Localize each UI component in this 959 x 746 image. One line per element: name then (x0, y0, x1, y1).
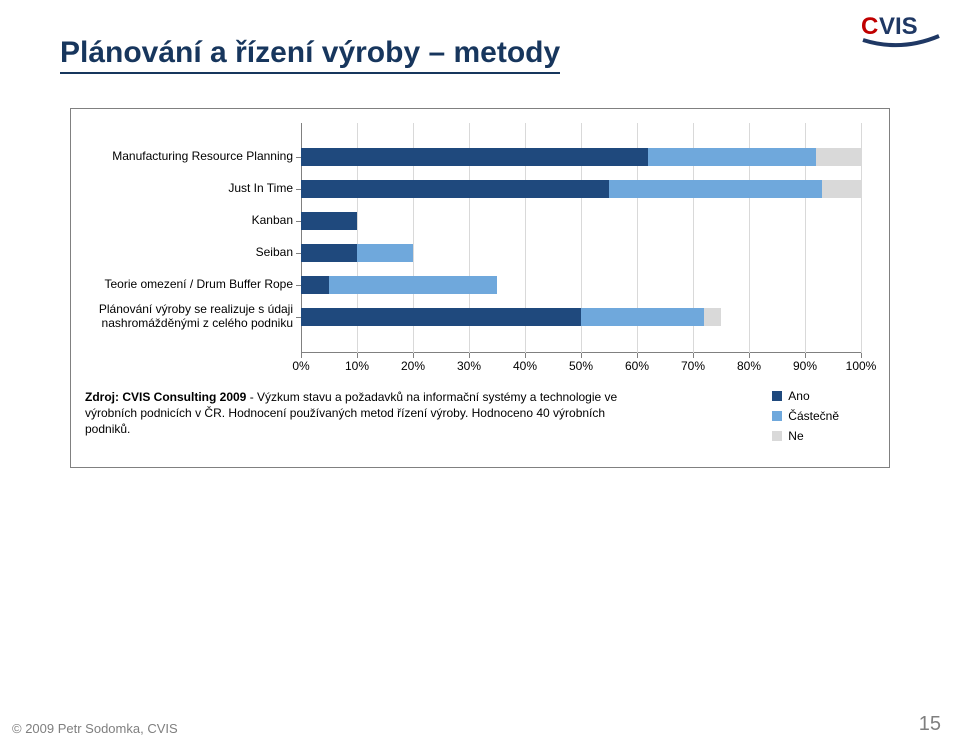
category-row: Teorie omezení / Drum Buffer Rope (301, 269, 861, 301)
category-label: Just In Time (73, 182, 293, 196)
x-axis-label: 70% (681, 359, 705, 373)
logo-letters-vis: VIS (879, 13, 918, 40)
x-axis-label: 80% (737, 359, 761, 373)
x-axis-label: 90% (793, 359, 817, 373)
bar-segment (648, 148, 816, 166)
slide: Plánování a řízení výroby – metody C VIS… (0, 0, 959, 746)
x-tick (693, 353, 694, 358)
x-axis-label: 40% (513, 359, 537, 373)
legend-label: Ano (788, 389, 809, 403)
bar-segment (329, 276, 497, 294)
x-axis-label: 50% (569, 359, 593, 373)
legend-item: Ano (772, 389, 839, 403)
footer-page-number: 15 (919, 713, 941, 736)
x-axis-label: 100% (846, 359, 877, 373)
category-row: Just In Time (301, 173, 861, 205)
category-label: Kanban (73, 214, 293, 228)
cvis-logo: C VIS (861, 10, 941, 50)
bar-segment (704, 308, 721, 326)
x-axis-label: 10% (345, 359, 369, 373)
bar-segment (609, 180, 822, 198)
legend-label: Částečně (788, 409, 839, 423)
category-label: Seiban (73, 246, 293, 260)
bar-segment (301, 148, 648, 166)
logo-letter-c: C (861, 13, 878, 40)
x-tick (525, 353, 526, 358)
category-row: Manufacturing Resource Planning (301, 141, 861, 173)
bar-segment (301, 212, 357, 230)
bar-segment (301, 276, 329, 294)
x-tick (357, 353, 358, 358)
footer-copyright: © 2009 Petr Sodomka, CVIS (12, 721, 178, 736)
bar-segment (357, 244, 413, 262)
bar-segment (822, 180, 861, 198)
bar-stack (301, 276, 497, 294)
x-tick (749, 353, 750, 358)
bar-segment (301, 308, 581, 326)
legend-label: Ne (788, 429, 803, 443)
category-label: Manufacturing Resource Planning (73, 150, 293, 164)
x-tick (805, 353, 806, 358)
bar-segment (301, 180, 609, 198)
category-label: Teorie omezení / Drum Buffer Rope (73, 278, 293, 292)
chart-frame: 0% 10% 20% 30% 40% 50% 60% 70% 80% 90% 100% Manufa… (70, 108, 890, 468)
x-tick (413, 353, 414, 358)
legend-swatch (772, 391, 782, 401)
bar-stack (301, 244, 413, 262)
x-axis-label: 20% (401, 359, 425, 373)
x-axis-label: 60% (625, 359, 649, 373)
category-row: Plánování výroby se realizuje s údaji na… (301, 301, 861, 333)
x-tick (469, 353, 470, 358)
bar-stack (301, 308, 721, 326)
bar-stack (301, 148, 861, 166)
plot-area: 0%10%20%30%40%50%60%70%80%90%100% Manufa… (301, 123, 861, 353)
x-tick (861, 353, 862, 358)
legend-swatch (772, 411, 782, 421)
x-tick (637, 353, 638, 358)
bar-segment (816, 148, 861, 166)
page-title: Plánování a řízení výroby – metody (60, 36, 560, 74)
bar-stack (301, 180, 861, 198)
category-label: Plánování výroby se realizuje s údaji na… (73, 303, 293, 331)
x-axis-label: 30% (457, 359, 481, 373)
x-tick (301, 353, 302, 358)
grid-line (861, 123, 862, 353)
legend-item: Ne (772, 429, 839, 443)
bar-stack (301, 212, 357, 230)
chart-source: Zdroj: CVIS Consulting 2009 - Výzkum sta… (85, 389, 645, 438)
category-row: Seiban (301, 237, 861, 269)
bar-segment (301, 244, 357, 262)
category-row: Kanban (301, 205, 861, 237)
legend-item: Částečně (772, 409, 839, 423)
bar-segment (581, 308, 704, 326)
x-axis-label: 0% (292, 359, 309, 373)
legend-swatch (772, 431, 782, 441)
chart-legend: Ano Částečně Ne (772, 389, 839, 449)
x-tick (581, 353, 582, 358)
